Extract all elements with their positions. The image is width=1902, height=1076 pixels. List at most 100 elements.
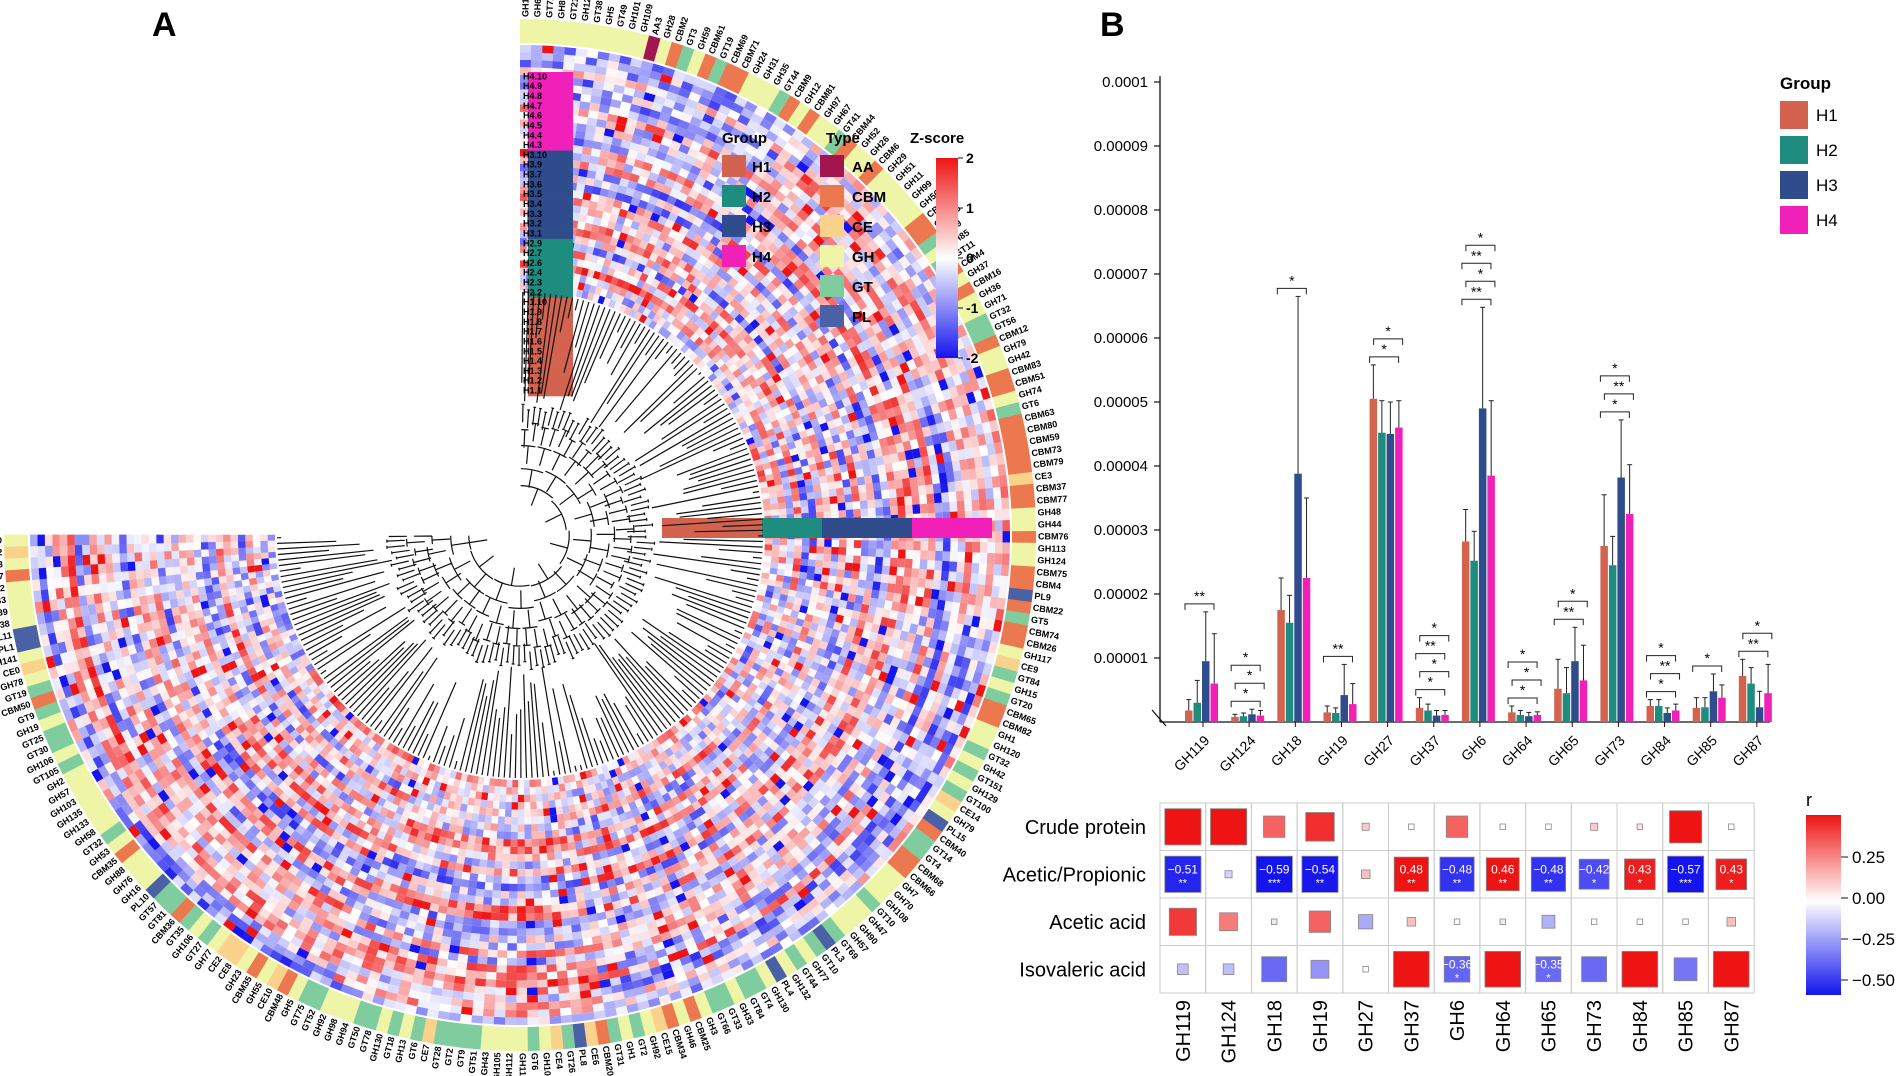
heatmap-cell	[764, 544, 773, 551]
heatmap-cell	[918, 568, 927, 580]
heatmap-cell	[467, 880, 478, 889]
heatmap-cell	[475, 970, 487, 980]
heatmap-cell	[460, 1006, 473, 1016]
heatmap-cell	[941, 492, 950, 503]
heatmap-cell	[597, 195, 608, 205]
heatmap-cell	[650, 212, 661, 223]
heatmap-cell	[998, 586, 1008, 600]
heatmap-cell	[690, 84, 705, 96]
heatmap-cell	[600, 265, 610, 275]
heatmap-cell	[494, 1002, 506, 1010]
heatmap-cell	[1001, 508, 1010, 521]
heatmap-cell	[663, 201, 675, 213]
heatmap-cell	[577, 975, 590, 985]
heatmap-cell	[762, 154, 776, 167]
heatmap-cell	[992, 575, 1001, 588]
heatmap-cell	[679, 305, 690, 316]
heatmap-cell	[845, 501, 854, 511]
heatmap-cell	[471, 858, 481, 867]
heatmap-cell	[632, 302, 641, 312]
heatmap-cell	[494, 987, 507, 996]
heatmap-cell	[540, 867, 549, 876]
heatmap-cell	[454, 908, 466, 917]
heatmap-cell	[566, 894, 577, 904]
heatmap-cell	[533, 883, 542, 892]
heatmap-cell	[809, 161, 823, 175]
heatmap-cell	[824, 539, 832, 548]
heatmap-cell	[852, 501, 861, 510]
heatmap-cell	[567, 976, 579, 986]
heatmap-cell	[650, 188, 662, 199]
heatmap-cell	[584, 131, 596, 141]
heatmap-cell	[986, 552, 995, 565]
heatmap-cell	[791, 255, 804, 268]
heatmap-cell	[846, 547, 854, 556]
heatmap-cell	[852, 555, 861, 565]
heatmap-cell	[671, 222, 683, 233]
heatmap-cell	[762, 248, 775, 260]
heatmap-cell	[915, 466, 925, 478]
heatmap-cell	[524, 816, 532, 825]
heatmap-cell	[456, 961, 468, 970]
heatmap-cell	[550, 822, 559, 831]
heatmap-cell	[604, 75, 617, 85]
heatmap-cell	[498, 920, 509, 929]
heatmap-cell	[598, 249, 608, 259]
heatmap-cell	[532, 861, 541, 869]
heatmap-cell	[579, 922, 591, 932]
heatmap-cell	[549, 807, 557, 816]
heatmap-cell	[982, 466, 992, 479]
heatmap-cell	[838, 554, 847, 563]
heatmap-cell	[680, 324, 691, 335]
heatmap-cell	[704, 325, 715, 336]
heatmap-cell	[525, 935, 536, 944]
heatmap-cell	[668, 115, 681, 127]
heatmap-cell	[520, 260, 527, 268]
heatmap-cell	[823, 553, 832, 562]
heatmap-cell	[795, 179, 809, 192]
heatmap-cell	[786, 220, 800, 233]
heatmap-cell	[801, 539, 810, 547]
heatmap-cell	[815, 504, 824, 513]
heatmap-cell	[530, 816, 538, 825]
heatmap-cell	[651, 304, 661, 314]
heatmap-cell	[651, 102, 664, 113]
heatmap-cell	[930, 589, 940, 600]
heatmap-cell	[648, 320, 658, 330]
heatmap-cell	[774, 172, 788, 185]
heatmap-cell	[869, 465, 879, 476]
heatmap-cell	[566, 969, 578, 978]
heatmap-cell	[600, 97, 612, 107]
heatmap-cell	[753, 202, 766, 215]
heatmap-cell	[539, 860, 549, 869]
heatmap-cell	[628, 203, 639, 214]
heatmap-cell	[584, 253, 593, 262]
heatmap-cell	[604, 166, 616, 176]
heatmap-cell	[547, 867, 557, 876]
heatmap-cell	[946, 471, 955, 483]
heatmap-cell	[656, 174, 668, 186]
heatmap-cell	[560, 910, 571, 919]
heatmap-cell	[576, 258, 585, 268]
heatmap-cell	[520, 119, 530, 127]
heatmap-cell	[792, 564, 801, 572]
heatmap-cell	[520, 89, 531, 98]
heatmap-cell	[751, 248, 763, 260]
heatmap-cell	[629, 57, 643, 68]
heatmap-cell	[697, 169, 710, 181]
heatmap-cell	[581, 86, 593, 96]
heatmap-cell	[573, 945, 585, 955]
heatmap-cell	[777, 562, 786, 570]
heatmap-cell	[458, 886, 469, 895]
heatmap-cell	[672, 70, 687, 81]
heatmap-cell	[520, 141, 530, 150]
heatmap-cell	[914, 596, 924, 607]
heatmap-cell	[680, 334, 691, 345]
heatmap-cell	[517, 854, 526, 862]
heatmap-cell	[800, 506, 809, 514]
heatmap-cell	[624, 257, 634, 268]
heatmap-cell	[894, 584, 903, 595]
heatmap-cell	[605, 290, 614, 300]
heatmap-cell	[838, 509, 847, 519]
heatmap-cell	[952, 591, 962, 604]
